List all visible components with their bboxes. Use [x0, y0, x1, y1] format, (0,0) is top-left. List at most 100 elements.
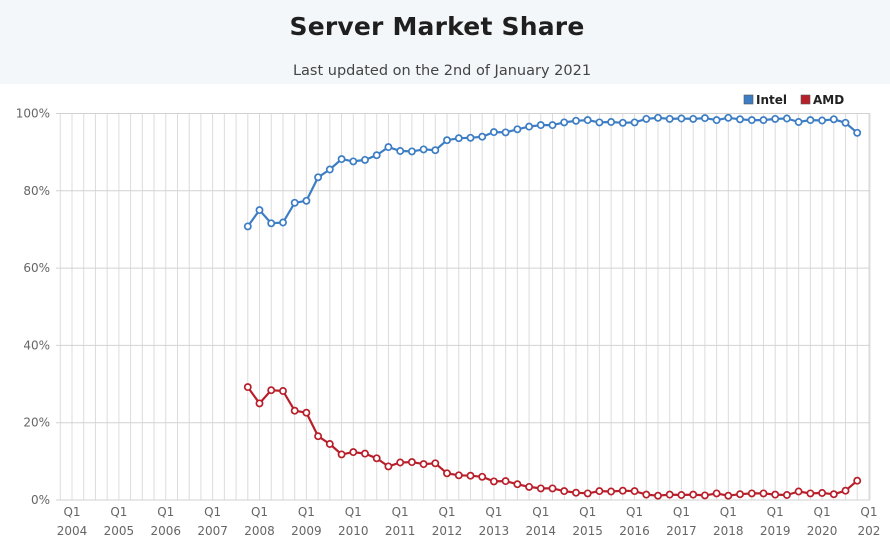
data-point-intel	[747, 116, 756, 125]
data-point-amd	[290, 406, 299, 415]
data-point-amd	[689, 490, 698, 499]
data-point-intel	[736, 115, 744, 124]
data-point-amd	[607, 487, 616, 496]
legend-label-amd: AMD	[813, 93, 844, 107]
data-point-amd	[724, 491, 733, 500]
data-point-amd	[759, 489, 768, 498]
data-point-intel	[618, 118, 627, 127]
data-point-intel	[560, 118, 569, 127]
data-point-amd	[501, 477, 510, 486]
chart-subtitle: Last updated on the 2nd of January 2021	[292, 63, 592, 79]
data-point-amd	[337, 450, 346, 459]
x-tick-label-quarter: Q1	[204, 505, 221, 519]
data-point-intel	[431, 146, 440, 155]
data-point-amd	[677, 491, 686, 499]
data-point-intel	[314, 173, 323, 182]
data-point-intel	[806, 116, 815, 125]
data-point-amd	[407, 458, 416, 467]
data-point-amd	[454, 471, 463, 480]
x-tick-label-quarter: Q1	[767, 505, 784, 519]
data-point-amd	[806, 489, 815, 498]
x-tick-label-year: 2011	[385, 524, 416, 538]
data-point-intel	[290, 198, 299, 207]
data-point-amd	[794, 487, 803, 496]
x-tick-label-quarter: Q1	[392, 505, 409, 519]
y-tick-label: 100%	[16, 107, 50, 121]
y-tick-label: 40%	[23, 338, 50, 352]
data-point-amd	[267, 386, 276, 395]
data-point-amd	[372, 454, 381, 463]
data-point-intel	[853, 128, 862, 137]
data-point-intel	[478, 132, 487, 141]
data-point-amd	[443, 469, 451, 478]
data-point-amd	[431, 459, 440, 468]
data-point-intel	[665, 114, 674, 123]
x-tick-label-year: 2006	[150, 524, 181, 538]
x-tick-label-quarter: Q1	[579, 505, 596, 519]
data-point-intel	[396, 147, 405, 155]
x-tick-label-quarter: Q1	[298, 505, 315, 519]
data-point-intel	[607, 118, 616, 126]
legend-swatch-amd	[800, 94, 811, 105]
x-tick-label-year: 2013	[479, 524, 510, 538]
x-tick-label-quarter: Q1	[485, 505, 502, 519]
data-point-amd	[560, 487, 569, 496]
data-point-intel	[466, 133, 475, 142]
x-tick-label-year: 2005	[104, 524, 135, 538]
data-point-intel	[759, 116, 768, 125]
x-tick-label-quarter: Q1	[157, 505, 174, 519]
data-point-intel	[255, 206, 264, 215]
data-point-intel	[782, 114, 791, 123]
data-point-intel	[572, 116, 580, 125]
data-point-amd	[478, 472, 487, 481]
legend-label-intel: Intel	[756, 93, 787, 107]
data-point-intel	[536, 121, 545, 130]
x-tick-label-year: 202	[858, 524, 881, 538]
data-point-amd	[700, 491, 709, 500]
chart-title: Server Market Share	[289, 12, 585, 41]
data-point-intel	[302, 196, 311, 205]
data-point-intel	[724, 113, 733, 122]
data-point-intel	[677, 114, 686, 123]
data-point-amd	[747, 489, 756, 498]
data-point-amd	[818, 489, 827, 497]
data-point-intel	[337, 155, 346, 164]
data-point-amd	[396, 458, 405, 467]
legend-swatch-intel	[743, 94, 754, 105]
data-point-intel	[501, 128, 510, 137]
data-point-amd	[630, 487, 639, 496]
x-tick-label-quarter: Q1	[251, 505, 268, 519]
data-point-intel	[419, 145, 428, 154]
x-tick-label-year: 2017	[666, 524, 697, 538]
data-point-intel	[279, 218, 287, 227]
data-point-intel	[654, 113, 662, 122]
data-point-intel	[443, 136, 451, 145]
data-point-amd	[782, 491, 791, 499]
x-tick-label-year: 2020	[807, 524, 838, 538]
data-point-intel	[267, 219, 276, 228]
data-point-intel	[771, 114, 780, 123]
x-tick-label-quarter: Q1	[860, 505, 877, 519]
data-point-amd	[572, 488, 580, 497]
data-point-amd	[513, 480, 522, 489]
data-point-intel	[361, 155, 369, 164]
data-point-amd	[314, 432, 323, 441]
data-point-intel	[712, 116, 721, 125]
x-tick-label-quarter: Q1	[110, 505, 127, 519]
x-tick-label-quarter: Q1	[532, 505, 549, 519]
data-point-intel	[642, 114, 651, 123]
data-point-intel	[407, 147, 416, 156]
data-point-intel	[489, 128, 498, 137]
x-tick-label-year: 2004	[57, 524, 88, 538]
data-point-intel	[794, 118, 803, 126]
data-point-amd	[325, 440, 334, 448]
data-point-intel	[513, 125, 522, 134]
y-tick-label: 60%	[23, 261, 50, 275]
y-tick-label: 80%	[23, 184, 50, 198]
x-tick-label-quarter: Q1	[720, 505, 737, 519]
data-point-intel	[349, 157, 358, 166]
data-point-intel	[583, 116, 592, 125]
data-point-amd	[853, 476, 862, 485]
